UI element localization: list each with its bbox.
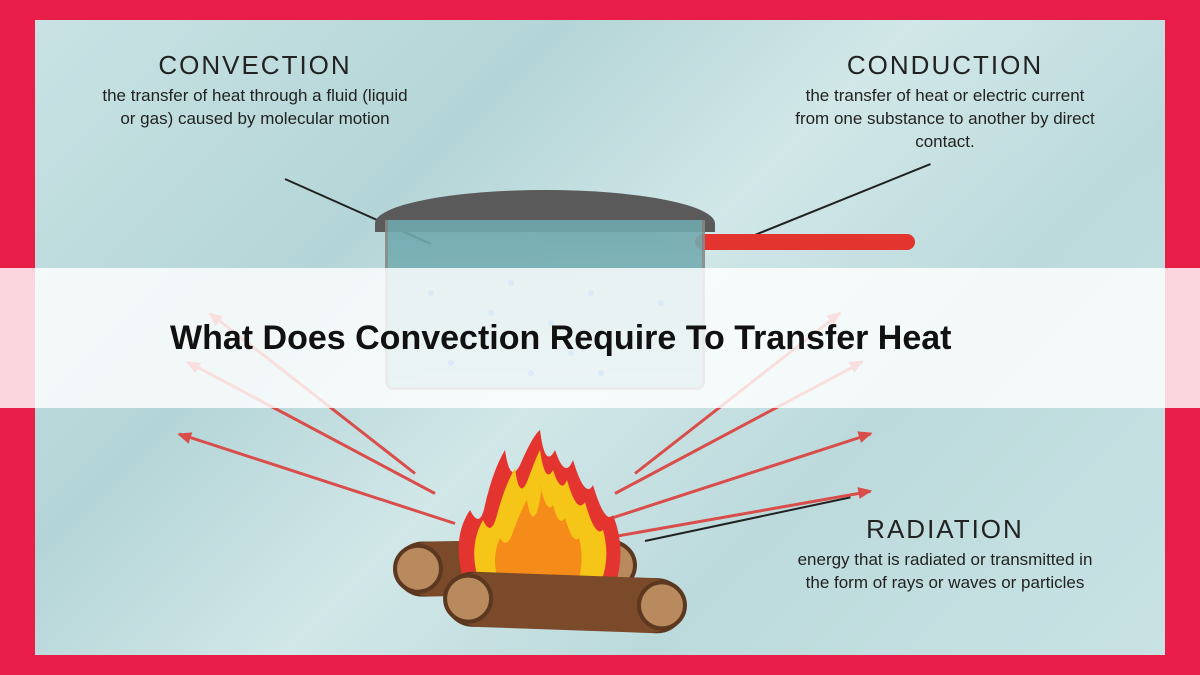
log xyxy=(444,571,686,634)
pot-handle xyxy=(695,234,915,250)
radiation-title: RADIATION xyxy=(795,514,1095,545)
radiation-section: RADIATION energy that is radiated or tra… xyxy=(795,514,1095,595)
flame-icon xyxy=(445,430,635,590)
conduction-desc: the transfer of heat or electric current… xyxy=(795,85,1095,154)
conduction-section: CONDUCTION the transfer of heat or elect… xyxy=(795,50,1095,154)
overlay-title: What Does Convection Require To Transfer… xyxy=(170,317,952,360)
overlay-band: What Does Convection Require To Transfer… xyxy=(0,268,1200,408)
log-end xyxy=(442,573,494,625)
convection-title: CONVECTION xyxy=(95,50,415,81)
log-end xyxy=(636,580,688,632)
lead-line-conduction xyxy=(745,163,931,240)
radiation-desc: energy that is radiated or transmitted i… xyxy=(795,549,1095,595)
conduction-title: CONDUCTION xyxy=(795,50,1095,81)
convection-section: CONVECTION the transfer of heat through … xyxy=(95,50,415,131)
convection-desc: the transfer of heat through a fluid (li… xyxy=(95,85,415,131)
log-end xyxy=(393,543,444,594)
fire-group xyxy=(365,415,705,635)
